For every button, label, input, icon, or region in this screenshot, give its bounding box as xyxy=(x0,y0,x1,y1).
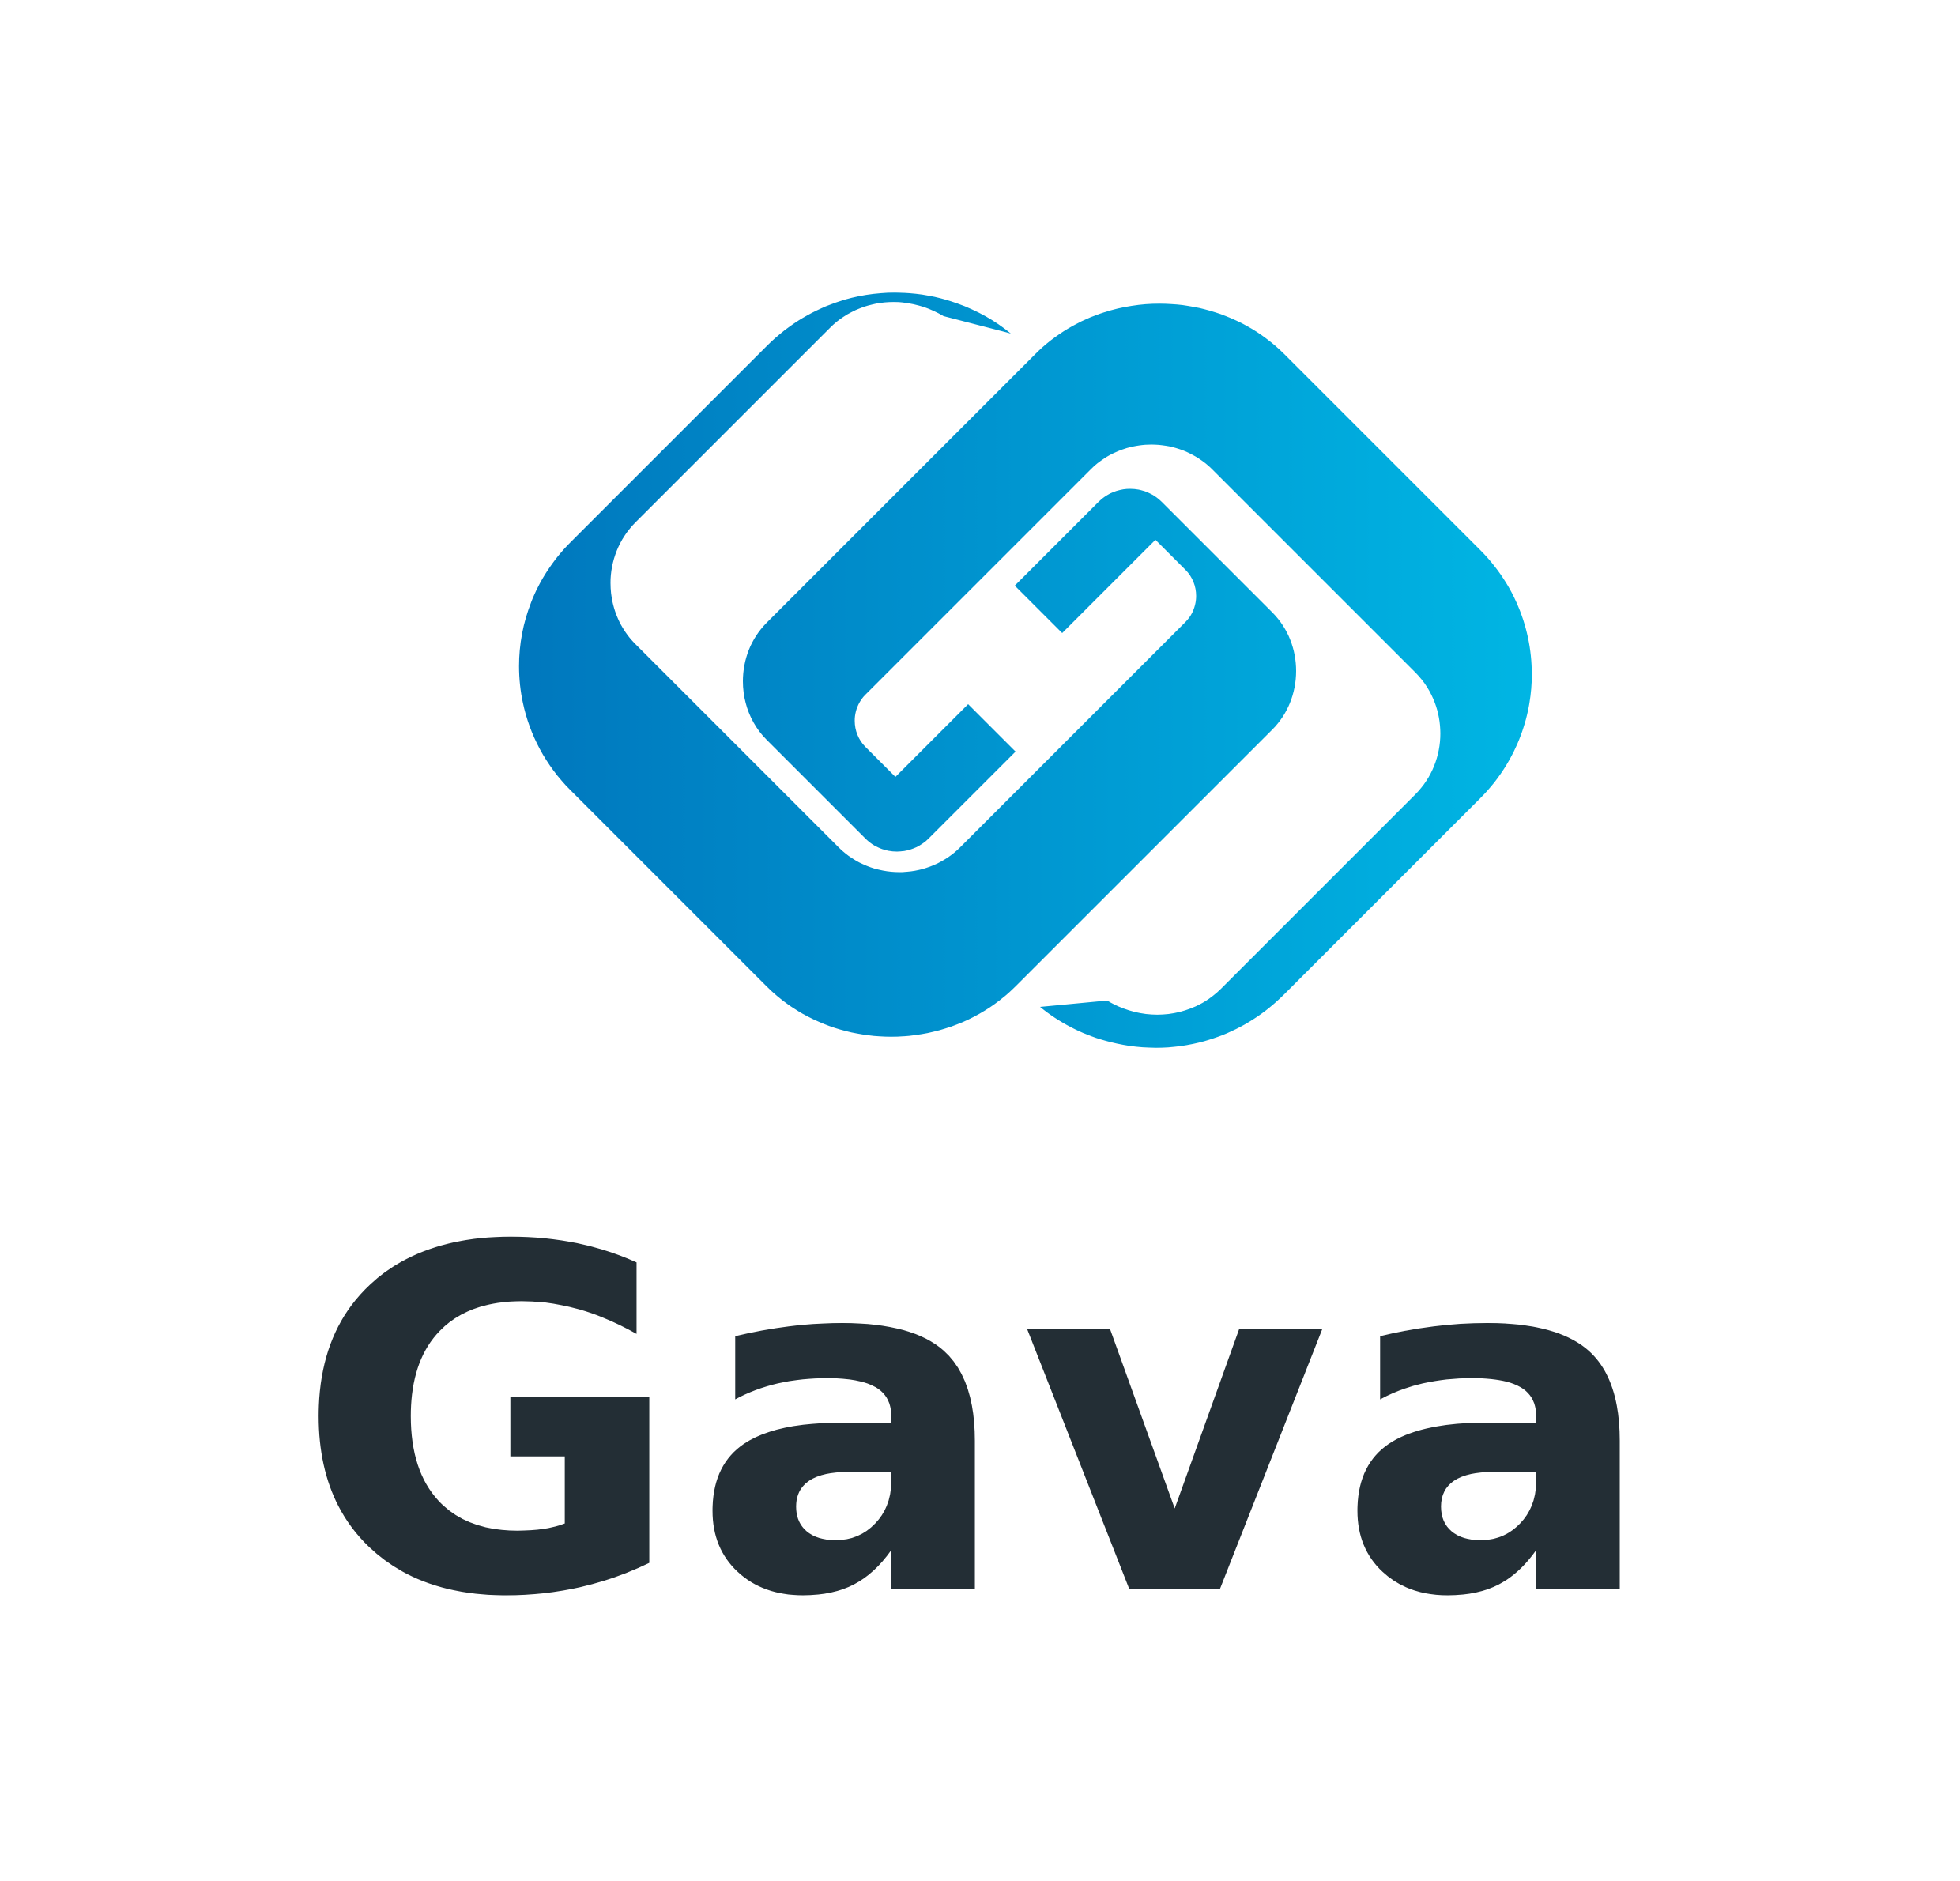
brand-name: Gava xyxy=(295,1148,1664,1701)
right-link-shape xyxy=(743,303,1532,1048)
interlocked-chain-link-icon xyxy=(518,292,1532,1048)
wordmark: Gava xyxy=(295,1148,1664,1701)
left-link-shape xyxy=(518,292,1296,1037)
